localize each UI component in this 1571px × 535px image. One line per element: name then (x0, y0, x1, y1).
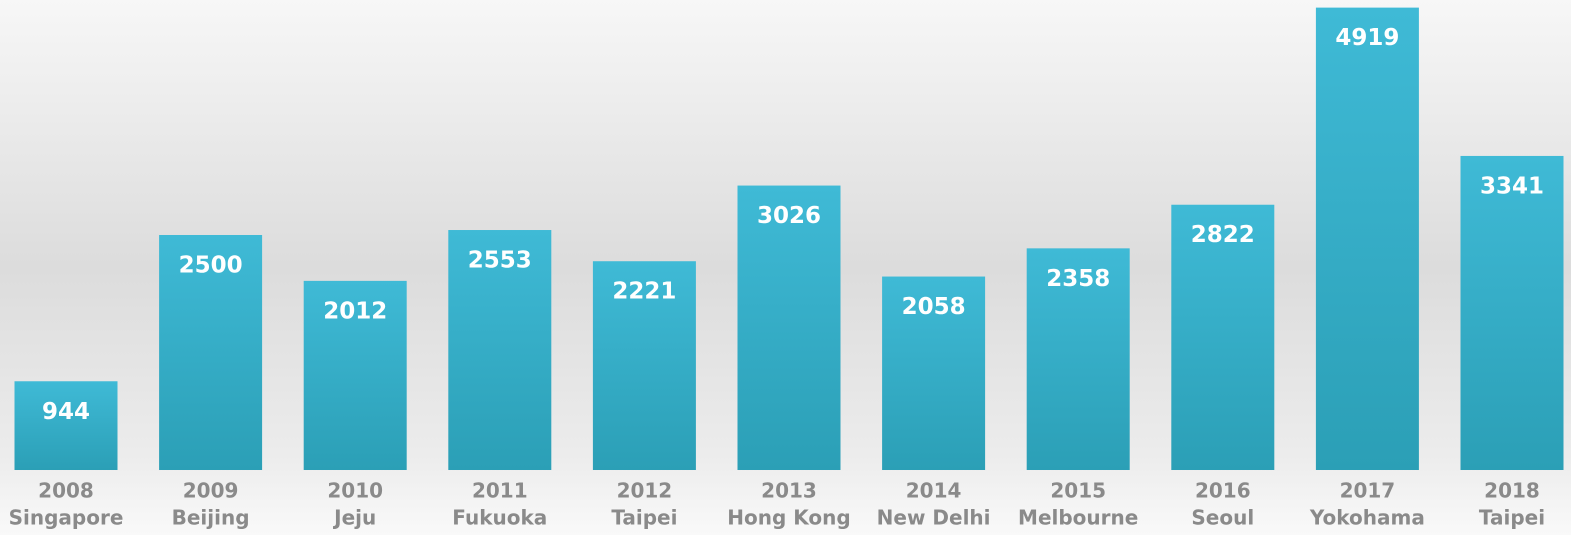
bar (737, 185, 841, 470)
value-label: 2500 (179, 253, 243, 279)
x-tick-label: 2014 (906, 479, 962, 503)
x-tick-label: 2013 (761, 479, 817, 503)
x-tick-label: 2012 (617, 479, 673, 503)
value-label: 2221 (612, 279, 676, 305)
x-tick-label: New Delhi (877, 506, 991, 530)
x-tick-label: Hong Kong (727, 506, 850, 530)
x-tick-label: 2010 (327, 479, 383, 503)
x-tick-label: Seoul (1191, 506, 1254, 530)
x-tick-label: Singapore (9, 506, 124, 530)
bar (882, 276, 986, 470)
x-tick-label: 2015 (1050, 479, 1106, 503)
bar (592, 261, 696, 470)
bar (1315, 7, 1419, 470)
x-tick-label: 2009 (183, 479, 239, 503)
value-label: 2553 (468, 248, 532, 274)
bar (159, 235, 263, 470)
bar (14, 381, 118, 470)
x-tick-label: 2008 (38, 479, 94, 503)
x-tick-label: Melbourne (1018, 506, 1138, 530)
x-tick-label: Beijing (172, 506, 250, 530)
x-tick-label: Jeju (332, 506, 376, 530)
value-label: 3341 (1480, 173, 1544, 199)
bar (448, 230, 552, 470)
bar (1171, 204, 1275, 470)
value-label: 3026 (757, 203, 821, 229)
value-label: 2058 (902, 294, 966, 320)
x-tick-label: Yokohama (1309, 506, 1425, 530)
bar (1026, 248, 1130, 470)
bar (303, 280, 407, 470)
x-tick-label: Fukuoka (452, 506, 547, 530)
x-tick-label: 2018 (1484, 479, 1540, 503)
value-label: 4919 (1335, 25, 1399, 51)
value-label: 2358 (1046, 266, 1110, 292)
x-tick-label: 2011 (472, 479, 528, 503)
x-tick-label: Taipei (1479, 506, 1545, 530)
x-tick-label: 2017 (1340, 479, 1396, 503)
x-tick-label: Taipei (611, 506, 677, 530)
value-label: 944 (42, 399, 90, 425)
value-label: 2822 (1191, 222, 1255, 248)
x-tick-label: 2016 (1195, 479, 1251, 503)
bar (1460, 155, 1564, 471)
value-label: 2012 (323, 298, 387, 324)
